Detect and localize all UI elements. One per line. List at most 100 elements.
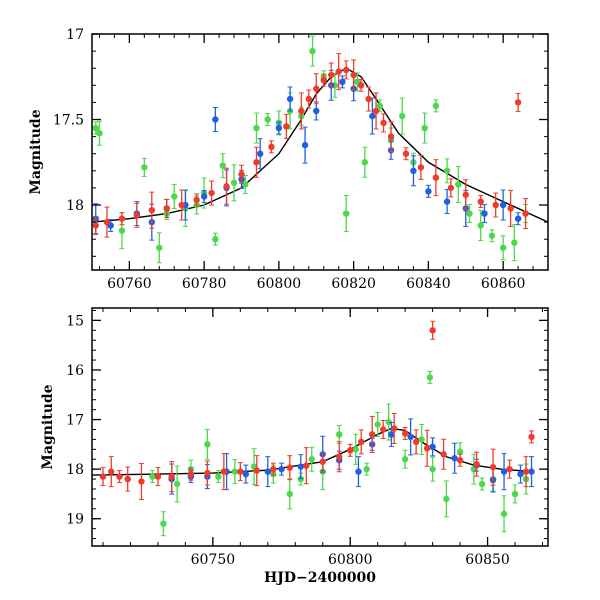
data-point <box>369 112 376 120</box>
data-point <box>361 159 369 166</box>
data-point <box>511 239 518 246</box>
x-axis-label: HJD−2400000 <box>264 570 376 586</box>
data-point <box>116 473 123 480</box>
data-point <box>432 174 440 181</box>
data-point <box>124 475 131 483</box>
series-0 <box>92 35 529 264</box>
data-point <box>506 465 513 473</box>
data-point <box>328 71 335 79</box>
data-point <box>212 116 219 123</box>
x-tick-label: 60860 <box>481 276 526 292</box>
data-point <box>319 458 326 465</box>
data-point <box>256 150 264 157</box>
data-point <box>163 205 170 212</box>
data-point <box>298 107 305 115</box>
data-point <box>96 129 103 137</box>
data-point <box>303 462 310 469</box>
data-point <box>178 201 185 209</box>
data-point <box>352 446 359 453</box>
data-point <box>220 468 228 475</box>
data-point <box>187 470 195 478</box>
data-point <box>204 441 211 448</box>
series-2 <box>99 320 535 501</box>
data-point <box>357 82 365 89</box>
data-point <box>499 201 507 209</box>
x-tick-label: 60800 <box>328 552 373 568</box>
data-point <box>336 431 343 438</box>
y-tick-label: 16 <box>66 363 84 379</box>
data-point <box>425 188 432 195</box>
data-point <box>275 124 283 132</box>
data-point <box>379 426 387 433</box>
data-point <box>264 116 271 123</box>
data-point <box>466 210 473 217</box>
data-point <box>305 95 312 103</box>
y-tick-label: 19 <box>66 512 84 528</box>
y-tick-label: 18 <box>66 198 84 214</box>
data-point <box>149 473 156 480</box>
data-point <box>488 232 496 239</box>
data-point <box>511 490 519 498</box>
data-point <box>286 464 293 471</box>
data-point <box>253 159 260 166</box>
y-axis-label: Magnitude <box>28 109 44 194</box>
data-point <box>253 467 261 474</box>
data-point <box>429 465 436 473</box>
data-point <box>528 433 535 441</box>
data-point <box>387 133 395 140</box>
data-point <box>514 99 522 106</box>
data-point <box>156 244 163 251</box>
data-point <box>418 436 425 443</box>
data-point <box>399 112 406 120</box>
data-point <box>514 215 522 222</box>
data-point <box>335 68 342 75</box>
data-point <box>237 468 244 475</box>
data-point <box>440 451 447 458</box>
x-tick-label: 60840 <box>406 276 451 292</box>
x-tick-label: 60820 <box>331 276 376 292</box>
data-point <box>208 189 215 197</box>
data-point <box>171 193 178 200</box>
data-point <box>336 453 343 460</box>
data-point <box>286 95 294 103</box>
data-point <box>308 456 315 463</box>
data-point <box>443 495 450 503</box>
data-point <box>268 143 275 151</box>
data-point <box>390 425 398 432</box>
data-point <box>193 196 200 204</box>
data-point <box>347 447 354 454</box>
data-point <box>477 198 484 205</box>
plot-area <box>92 35 548 264</box>
data-point <box>432 102 440 110</box>
data-point <box>253 124 260 132</box>
data-point <box>108 468 115 475</box>
data-point <box>278 465 285 473</box>
data-point <box>320 76 327 84</box>
data-point <box>372 107 380 115</box>
data-point <box>230 179 238 186</box>
bottom-panel: 60750 60800 60850 15 16 17 18 19 Magnitude HJD−24… <box>40 307 549 586</box>
data-point <box>380 119 387 127</box>
data-point <box>447 184 455 192</box>
y-tick-label: 15 <box>66 313 84 329</box>
data-point <box>517 470 524 478</box>
series-2 <box>92 53 529 238</box>
data-point <box>462 191 469 198</box>
data-point <box>456 448 464 455</box>
data-point <box>423 445 431 452</box>
data-point <box>401 456 409 463</box>
x-tick-label: 60850 <box>465 552 510 568</box>
data-point <box>92 124 99 132</box>
data-point <box>118 215 126 222</box>
data-point <box>443 167 451 175</box>
data-point <box>283 123 290 130</box>
data-point <box>242 470 250 478</box>
data-point <box>118 227 126 234</box>
data-point <box>492 201 499 209</box>
data-point <box>309 47 316 55</box>
data-point <box>363 465 370 473</box>
data-point <box>270 465 277 473</box>
data-point <box>350 71 357 79</box>
plot-area <box>92 320 535 537</box>
data-point <box>138 478 145 485</box>
